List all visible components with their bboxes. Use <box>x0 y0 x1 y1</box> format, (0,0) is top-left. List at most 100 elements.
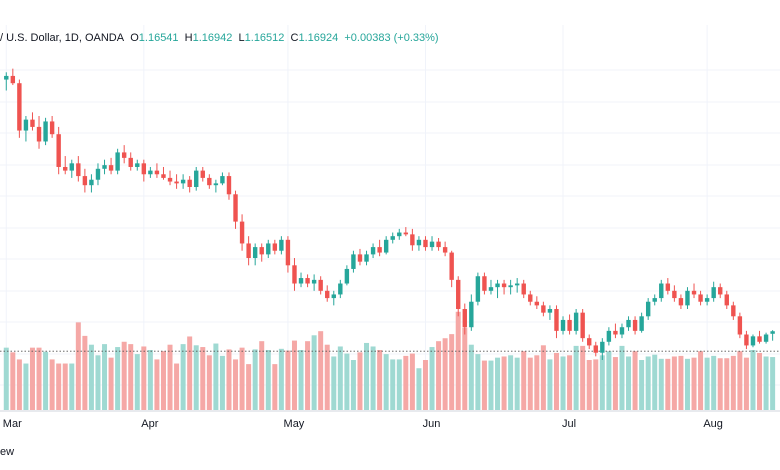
volume-bar <box>567 355 573 410</box>
candle-body <box>76 163 81 177</box>
candle-body <box>279 239 284 251</box>
volume-bar <box>488 360 494 410</box>
volume-bar <box>29 347 35 410</box>
candle-body <box>370 247 376 255</box>
candle-body <box>410 234 415 246</box>
volume-bar <box>75 322 81 410</box>
volume-bar <box>527 357 533 410</box>
volume-bar <box>691 357 697 410</box>
candle-body <box>135 163 140 167</box>
volume-bar <box>318 331 324 410</box>
candle-body <box>259 247 264 255</box>
volume-bar <box>62 363 68 410</box>
candle-body <box>43 121 48 142</box>
candle-body <box>187 179 192 188</box>
volume-bar <box>134 354 140 410</box>
volume-bar <box>193 345 199 410</box>
low-label: L <box>238 32 245 44</box>
volume-bar <box>121 341 127 410</box>
candle-body <box>626 319 631 328</box>
volume-bar <box>298 350 304 410</box>
time-axis-label: Mar <box>3 418 22 430</box>
candle-body <box>757 336 762 342</box>
volume-bar <box>619 345 625 410</box>
volume-bar <box>757 352 763 410</box>
volume-bar <box>337 346 343 410</box>
volume-bar <box>560 356 566 410</box>
volume-bar <box>743 357 749 410</box>
candle-body <box>449 252 454 280</box>
high-value: 1.16942 <box>192 32 233 44</box>
candle-body <box>423 239 428 248</box>
candle-body <box>148 170 153 175</box>
candle-body <box>534 301 540 306</box>
volume-bar <box>586 360 592 410</box>
candle-body <box>154 170 160 175</box>
candle-body <box>521 283 526 295</box>
footer-text: ew <box>0 446 15 458</box>
volume-bar <box>377 350 383 410</box>
candle-body <box>298 278 304 284</box>
volume-bar <box>167 344 173 410</box>
candle-body <box>10 75 16 84</box>
candle-body <box>560 319 566 331</box>
candle-body <box>475 276 481 302</box>
volume-bar <box>540 345 546 410</box>
volume-bar <box>684 358 690 410</box>
candle-body <box>49 121 55 135</box>
candle-body <box>63 166 68 171</box>
volume-bar <box>239 347 245 410</box>
candle-body <box>763 334 769 342</box>
volume-bar <box>206 355 212 410</box>
volume-bar <box>580 345 586 410</box>
time-axis-label: Jun <box>423 418 441 430</box>
candle-body <box>128 157 133 167</box>
candle-body <box>390 236 395 240</box>
volume-bar <box>416 368 422 410</box>
candle-body <box>331 294 336 299</box>
candle-body <box>17 83 22 131</box>
volume-bar <box>626 356 632 410</box>
candle-body <box>161 174 166 178</box>
candle-body <box>573 312 579 331</box>
candle-body <box>580 312 585 339</box>
candle-body <box>613 330 618 335</box>
volume-bar <box>344 353 350 410</box>
volume-bar <box>95 355 101 410</box>
volume-bar <box>403 355 409 410</box>
candle-body <box>652 298 657 302</box>
volume-bar <box>678 355 684 410</box>
volume-bar <box>246 364 252 410</box>
candle-body <box>698 294 703 302</box>
time-axis-label: Apr <box>141 418 158 430</box>
volume-bar <box>717 358 723 410</box>
volume-bar <box>383 354 389 410</box>
volume-bar <box>187 336 193 410</box>
candle-body <box>213 183 219 186</box>
volume-bar <box>704 357 710 410</box>
candle-body <box>619 327 625 335</box>
volume-bar <box>43 351 49 410</box>
volume-bar <box>521 351 527 410</box>
volume-bar <box>455 311 461 410</box>
volume-bar <box>350 360 356 410</box>
candle-body <box>69 163 74 171</box>
volume-bar <box>259 341 265 410</box>
volume-bar <box>82 335 88 410</box>
time-axis-labels: Mar Apr May Jun Jul Aug <box>3 418 723 430</box>
candle-body <box>456 279 461 310</box>
close-value: 1.16924 <box>298 32 339 44</box>
candle-body <box>56 134 61 167</box>
candle-body <box>482 276 487 291</box>
volume-bar <box>711 355 717 410</box>
volume-bar <box>272 364 278 410</box>
volume-bar <box>698 351 704 410</box>
volume-bar <box>658 358 664 410</box>
high-label: H <box>184 32 193 44</box>
candle-body <box>685 290 690 306</box>
close-label: C <box>290 32 299 44</box>
candle-body <box>246 243 251 259</box>
candle-body <box>665 283 671 291</box>
volume-bar <box>573 345 579 410</box>
candle-body <box>325 290 330 299</box>
